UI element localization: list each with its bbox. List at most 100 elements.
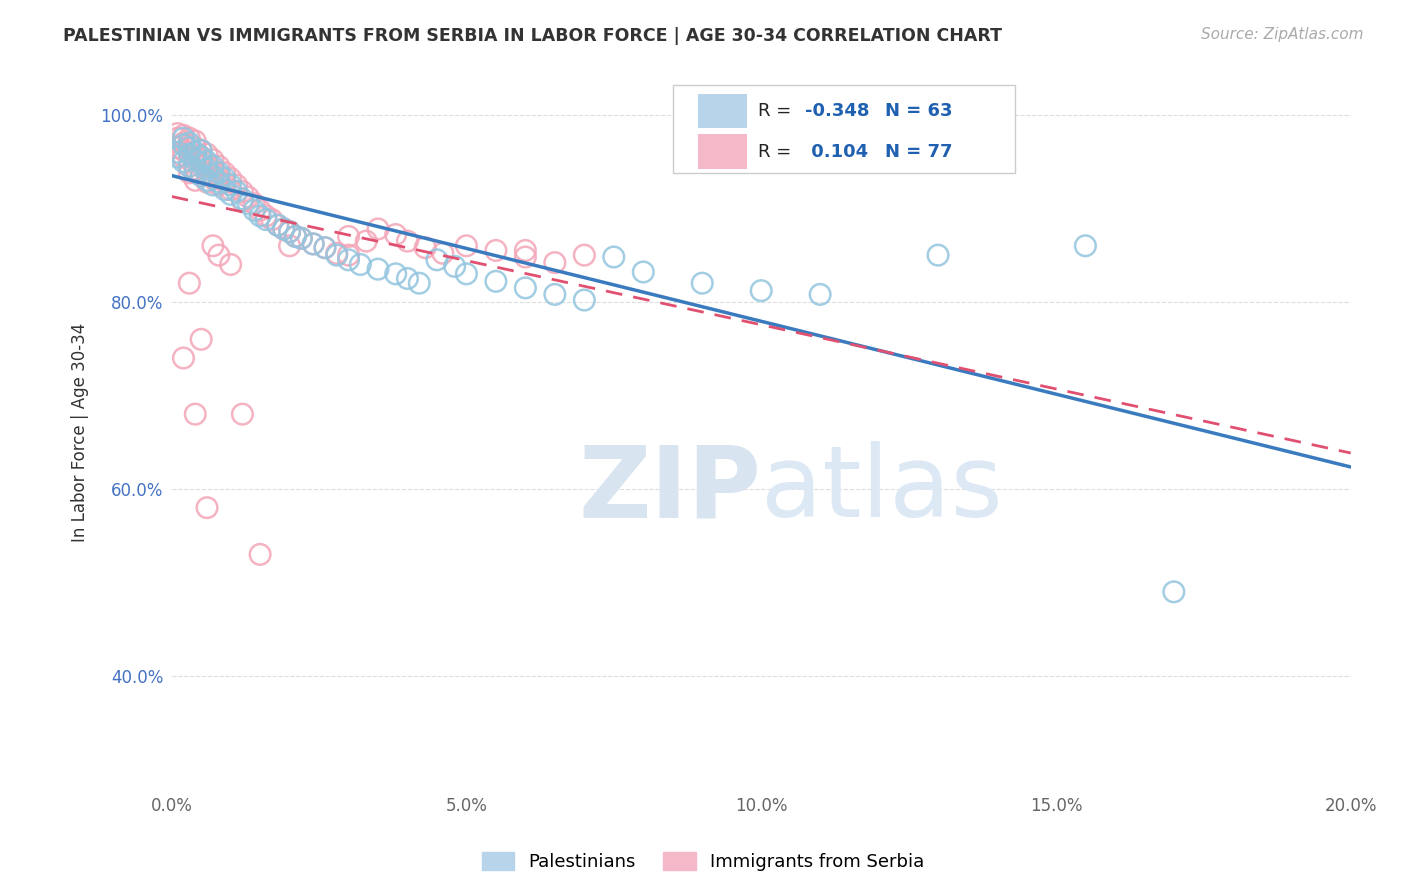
Point xyxy=(544,287,567,301)
Point xyxy=(515,250,537,264)
Point xyxy=(214,171,236,186)
Point xyxy=(179,136,201,150)
Point xyxy=(808,287,831,301)
Point xyxy=(190,144,212,158)
Point xyxy=(208,175,231,189)
Point xyxy=(190,332,212,346)
Point xyxy=(179,145,201,160)
Point xyxy=(574,248,596,262)
Point xyxy=(184,162,207,177)
Text: atlas: atlas xyxy=(761,442,1002,538)
Point xyxy=(290,231,312,245)
Point xyxy=(179,276,201,290)
Point xyxy=(367,222,389,236)
Point xyxy=(231,192,253,206)
Point xyxy=(243,196,266,211)
Point xyxy=(179,153,201,167)
Point xyxy=(485,274,508,288)
Point xyxy=(208,178,231,192)
Point xyxy=(190,169,212,183)
Point xyxy=(179,166,201,180)
Point xyxy=(172,136,194,150)
Point xyxy=(195,173,218,187)
Point xyxy=(184,407,207,421)
Point xyxy=(179,147,201,161)
Point xyxy=(219,187,242,202)
Point xyxy=(166,150,188,164)
Point xyxy=(238,190,260,204)
Point xyxy=(225,178,247,192)
Point xyxy=(214,175,236,189)
Point xyxy=(443,260,465,274)
Point xyxy=(219,258,242,272)
Point xyxy=(273,222,295,236)
Point xyxy=(179,137,201,152)
Point xyxy=(172,144,194,158)
Text: PALESTINIAN VS IMMIGRANTS FROM SERBIA IN LABOR FORCE | AGE 30-34 CORRELATION CHA: PALESTINIAN VS IMMIGRANTS FROM SERBIA IN… xyxy=(63,27,1002,45)
Point xyxy=(273,222,295,236)
Legend: Palestinians, Immigrants from Serbia: Palestinians, Immigrants from Serbia xyxy=(474,845,932,879)
Point xyxy=(225,185,247,199)
Point xyxy=(172,137,194,152)
Text: 0.104: 0.104 xyxy=(804,143,868,161)
Point xyxy=(603,250,626,264)
Point xyxy=(195,154,218,169)
Point xyxy=(166,127,188,141)
Point xyxy=(179,140,201,154)
Point xyxy=(201,162,224,177)
Text: N = 77: N = 77 xyxy=(884,143,952,161)
Point xyxy=(195,166,218,180)
Point xyxy=(208,169,231,183)
Point xyxy=(190,169,212,183)
Point xyxy=(184,140,207,154)
Y-axis label: In Labor Force | Age 30-34: In Labor Force | Age 30-34 xyxy=(72,323,89,542)
Point xyxy=(426,252,449,267)
Point xyxy=(284,229,307,244)
Point xyxy=(314,241,336,255)
Point xyxy=(384,227,406,242)
Point xyxy=(254,209,277,223)
Point xyxy=(195,175,218,189)
Point xyxy=(201,159,224,173)
Point xyxy=(190,144,212,158)
Point xyxy=(354,234,377,248)
Point xyxy=(574,293,596,307)
Text: R =: R = xyxy=(758,143,797,161)
Point xyxy=(384,267,406,281)
Point xyxy=(231,407,253,421)
Point xyxy=(195,156,218,170)
Point xyxy=(201,171,224,186)
Point xyxy=(184,150,207,164)
Point xyxy=(219,183,242,197)
Point xyxy=(166,131,188,145)
Point xyxy=(408,276,430,290)
Point xyxy=(337,229,360,244)
Point xyxy=(208,166,231,180)
Point xyxy=(278,239,301,253)
Point xyxy=(456,239,478,253)
Point xyxy=(184,164,207,178)
Text: -0.348: -0.348 xyxy=(804,102,869,120)
Point xyxy=(195,500,218,515)
Point xyxy=(208,248,231,262)
Point xyxy=(243,203,266,218)
FancyBboxPatch shape xyxy=(697,135,747,169)
Point xyxy=(544,255,567,269)
Point xyxy=(515,281,537,295)
Point xyxy=(326,248,349,262)
Point xyxy=(238,196,260,211)
Point xyxy=(208,159,231,173)
Point xyxy=(413,241,436,255)
Point xyxy=(190,159,212,173)
Point xyxy=(231,185,253,199)
Point xyxy=(214,166,236,180)
Point xyxy=(267,218,290,232)
Point xyxy=(927,248,949,262)
Point xyxy=(396,271,419,285)
Text: N = 63: N = 63 xyxy=(884,102,952,120)
Point xyxy=(432,246,454,260)
Point xyxy=(633,265,655,279)
Point xyxy=(260,212,283,227)
Point xyxy=(172,351,194,365)
Point xyxy=(172,128,194,143)
